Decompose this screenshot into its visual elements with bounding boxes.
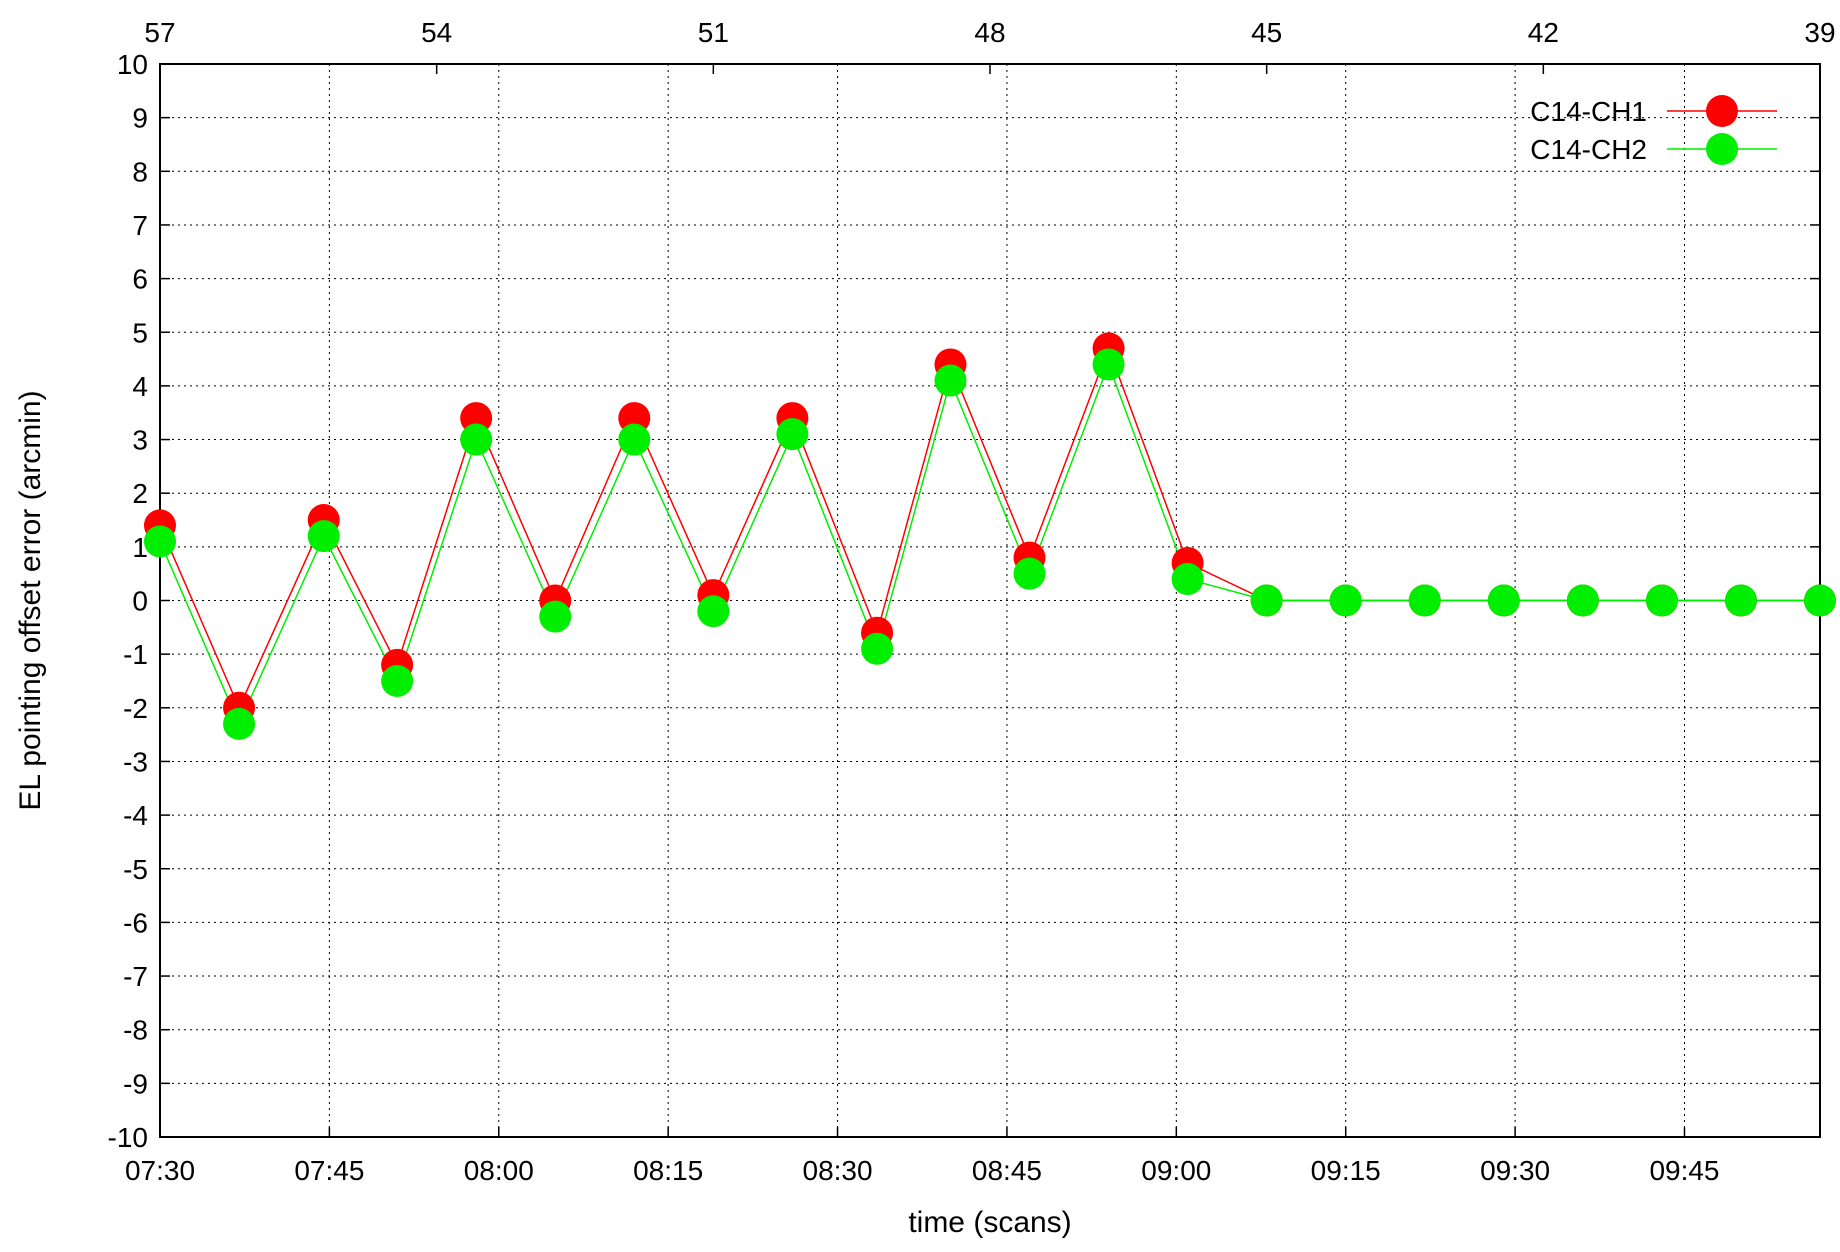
y-tick-label: -9 — [123, 1068, 148, 1099]
y-tick-label: 7 — [132, 210, 148, 241]
x-tick-label: 08:00 — [464, 1155, 534, 1186]
x-tick-label: 08:30 — [803, 1155, 873, 1186]
series-layer — [144, 332, 1836, 740]
y-tick-label: 1 — [132, 532, 148, 563]
data-point — [1092, 348, 1125, 381]
data-point — [1013, 557, 1046, 590]
data-point — [776, 418, 809, 451]
y-axis-title: EL pointing offset error (arcmin) — [14, 390, 47, 810]
data-point — [697, 595, 730, 628]
x-tick-label: 07:30 — [125, 1155, 195, 1186]
y-tick-label: -1 — [123, 639, 148, 670]
y-tick-label: -4 — [123, 800, 148, 831]
data-point — [1487, 584, 1520, 617]
grid — [160, 64, 1820, 1137]
x-tick-label: 08:45 — [972, 1155, 1042, 1186]
data-point — [539, 600, 572, 633]
y-tick-label: 6 — [132, 264, 148, 295]
x-tick-label: 09:00 — [1141, 1155, 1211, 1186]
top-tick-label: 57 — [144, 17, 175, 48]
top-tick-label: 48 — [974, 17, 1005, 48]
data-point — [307, 520, 340, 553]
series-line — [159, 362, 1820, 726]
y-tick-label: -10 — [108, 1122, 148, 1153]
data-point — [1329, 584, 1362, 617]
data-point — [618, 423, 651, 456]
data-point — [934, 364, 967, 397]
x-axis-title: time (scans) — [908, 1206, 1071, 1239]
data-point — [381, 664, 414, 697]
y-tick-label: 8 — [132, 156, 148, 187]
y-tick-label: 9 — [132, 103, 148, 134]
x-tick-label: 07:45 — [294, 1155, 364, 1186]
top-tick-label: 45 — [1251, 17, 1282, 48]
data-point — [861, 632, 894, 665]
x-tick-label: 09:30 — [1480, 1155, 1550, 1186]
data-point — [1250, 584, 1283, 617]
legend-marker — [1706, 95, 1738, 127]
data-point — [1724, 584, 1757, 617]
legend: C14-CH1 C14-CH2 — [1530, 95, 1777, 165]
data-point — [460, 423, 493, 456]
y-tick-label: 5 — [132, 317, 148, 348]
data-point — [223, 707, 256, 740]
data-point — [1804, 584, 1836, 617]
top-tick-label: 42 — [1528, 17, 1559, 48]
legend-marker — [1706, 133, 1738, 165]
y-tick-label: -8 — [123, 1015, 148, 1046]
top-tick-label: 51 — [698, 17, 729, 48]
y-tick-label: -2 — [123, 693, 148, 724]
data-point — [1171, 563, 1204, 596]
legend-label: C14-CH2 — [1530, 134, 1647, 165]
x-tick-label: 08:15 — [633, 1155, 703, 1186]
y-tick-label: -6 — [123, 907, 148, 938]
y-tick-label: 10 — [117, 49, 148, 80]
x-tick-label: 09:45 — [1649, 1155, 1719, 1186]
y-tick-label: -3 — [123, 746, 148, 777]
x-tick-label: 09:15 — [1311, 1155, 1381, 1186]
y-tick-label: 0 — [132, 586, 148, 617]
data-point — [144, 525, 176, 558]
top-tick-label: 54 — [421, 17, 452, 48]
data-point — [1408, 584, 1441, 617]
y-tick-label: 4 — [132, 371, 148, 402]
y-tick-label: -5 — [123, 854, 148, 885]
y-tick-label: 2 — [132, 478, 148, 509]
data-point — [1645, 584, 1678, 617]
top-tick-label: 39 — [1804, 17, 1835, 48]
legend-label: C14-CH1 — [1530, 96, 1647, 127]
y-tick-label: -7 — [123, 961, 148, 992]
data-point — [1566, 584, 1599, 617]
y-tick-label: 3 — [132, 425, 148, 456]
